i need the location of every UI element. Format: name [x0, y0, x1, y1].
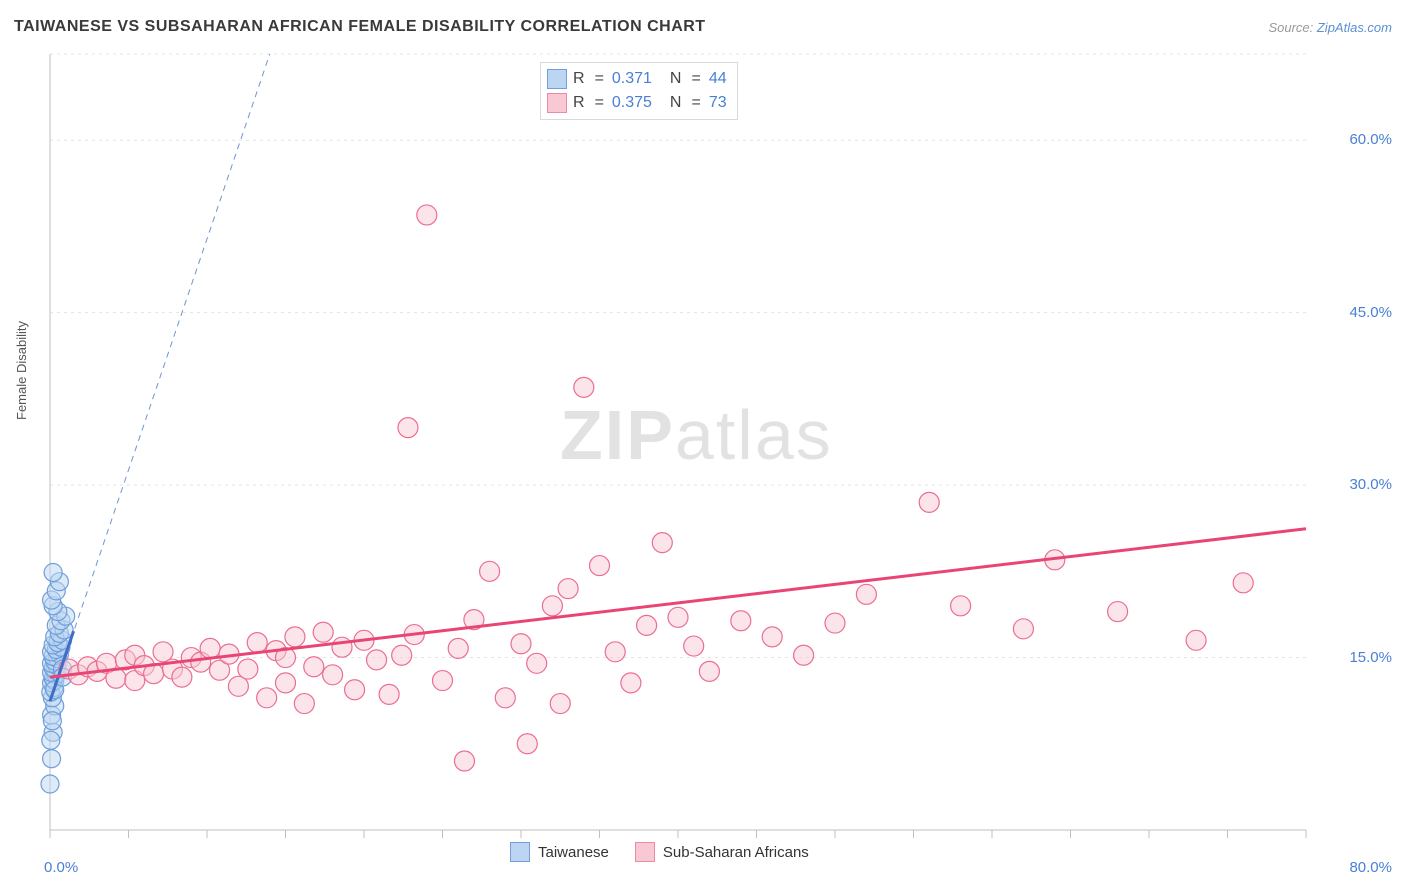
swatch-taiwanese — [547, 69, 567, 89]
y-tick-label: 60.0% — [1349, 131, 1392, 148]
legend-label: Sub-Saharan Africans — [663, 844, 809, 861]
legend-item-subsaharan: Sub-Saharan Africans — [635, 842, 809, 862]
x-tick-label: 80.0% — [1349, 859, 1392, 876]
legend-row-taiwanese: R= 0.371 N= 44 — [547, 67, 727, 91]
series-legend: Taiwanese Sub-Saharan Africans — [510, 842, 809, 862]
y-tick-label: 45.0% — [1349, 304, 1392, 321]
swatch-subsaharan — [547, 93, 567, 113]
legend-item-taiwanese: Taiwanese — [510, 842, 609, 862]
y-tick-label: 30.0% — [1349, 476, 1392, 493]
legend-label: Taiwanese — [538, 844, 609, 861]
y-tick-label: 15.0% — [1349, 649, 1392, 666]
x-tick-label: 0.0% — [44, 859, 78, 876]
chart-container: { "header": { "title": "TAIWANESE VS SUB… — [0, 0, 1406, 892]
correlation-legend: R= 0.371 N= 44 R= 0.375 N= 73 — [540, 62, 738, 120]
legend-row-subsaharan: R= 0.375 N= 73 — [547, 91, 727, 115]
swatch-taiwanese — [510, 842, 530, 862]
swatch-subsaharan — [635, 842, 655, 862]
scatter-plot — [0, 0, 1406, 892]
